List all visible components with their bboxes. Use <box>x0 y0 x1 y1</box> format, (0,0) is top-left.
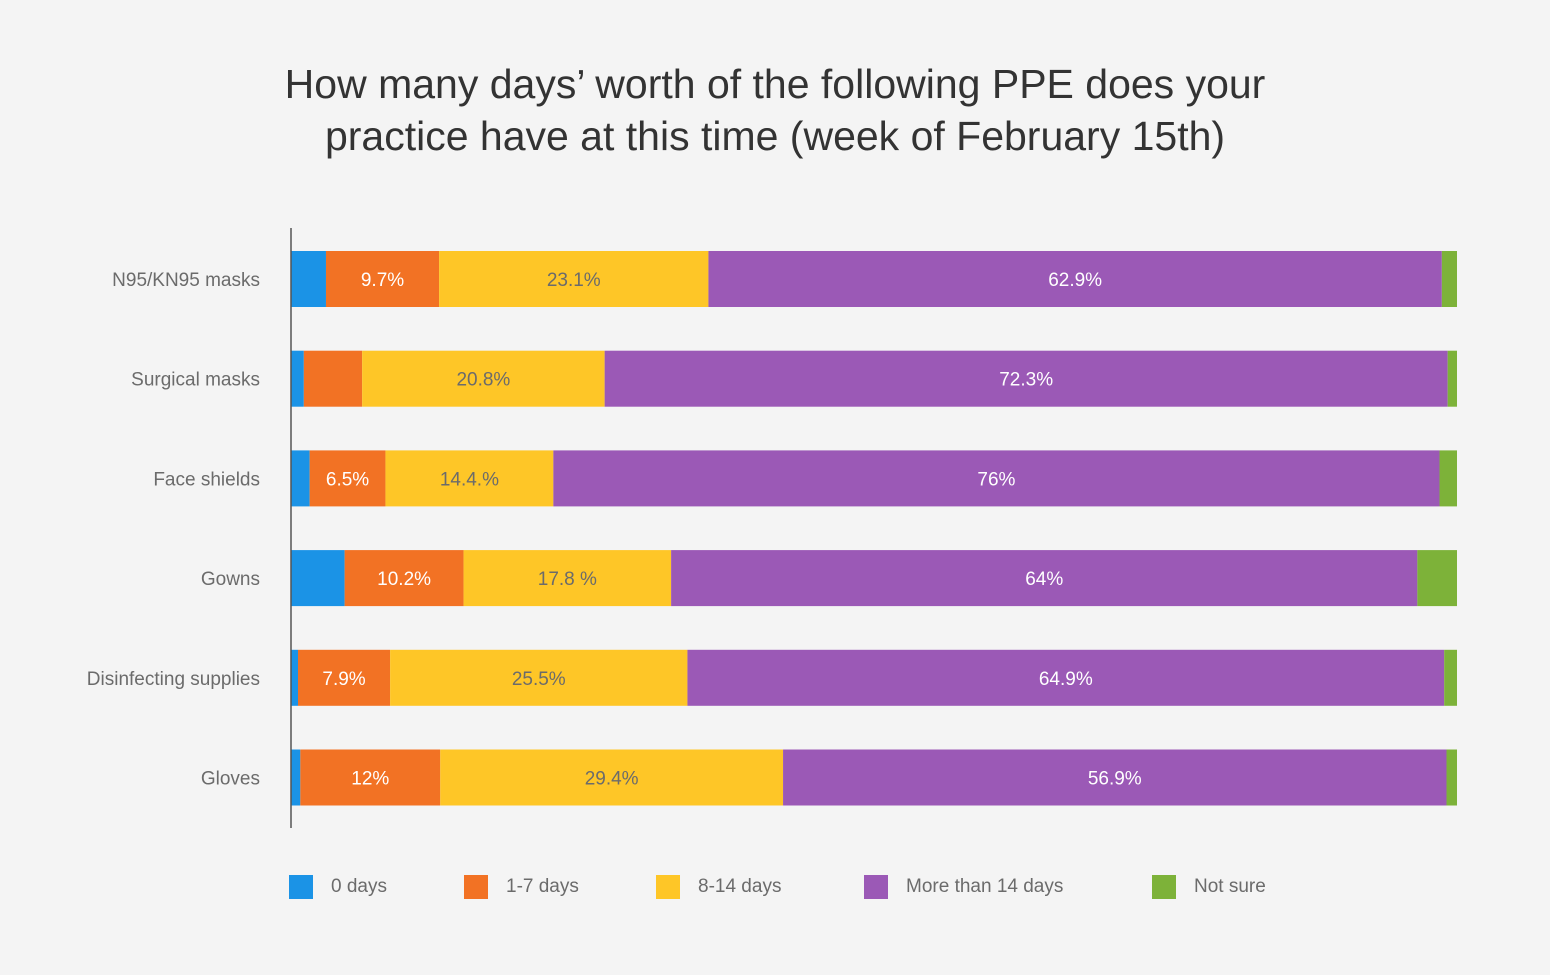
data-label: 25.5% <box>512 669 566 690</box>
bar-segment-1-7-days <box>325 251 440 307</box>
category-label: Face shields <box>153 469 260 490</box>
bar-segment-8-14-days <box>385 450 554 507</box>
bar-row: 20.8% 72.3% <box>291 350 1457 407</box>
data-label: 29.4% <box>585 769 639 790</box>
legend-label: 8-14 days <box>698 876 782 897</box>
data-label: 10.2% <box>377 569 431 590</box>
bar-segment-more-than-14-days <box>687 649 1445 706</box>
bars-group: 9.7% 23.1% 62.9% 20.8% 72.3% 6.5% 14.4.% 76% 10.… <box>291 251 1457 806</box>
bar-row: 6.5% 14.4.% 76% <box>291 450 1457 507</box>
bar-row: 10.2% 17.8 % 64% <box>291 550 1457 607</box>
data-label: 17.8 % <box>538 569 597 590</box>
bar-segment-0-days <box>291 550 345 607</box>
data-label: 64% <box>1025 569 1063 590</box>
legend-item: Not sure <box>1152 875 1266 899</box>
bar-segment-0-days <box>291 749 301 806</box>
bar-segment-more-than-14-days <box>671 550 1418 607</box>
bar-segment-1-7-days <box>309 450 386 507</box>
bar-segment-8-14-days <box>463 550 672 607</box>
legend-swatch <box>1152 875 1176 899</box>
legend-item: 8-14 days <box>656 875 781 899</box>
category-label: Disinfecting supplies <box>87 669 260 690</box>
bar-segment-not-sure <box>1439 450 1457 507</box>
data-label: 76% <box>977 469 1015 490</box>
bar-segment-not-sure <box>1444 649 1457 706</box>
data-label: 20.8% <box>456 370 510 391</box>
legend-label: Not sure <box>1194 876 1266 897</box>
legend-label: 1-7 days <box>506 876 579 897</box>
data-label: 23.1% <box>547 270 601 291</box>
category-label: Gloves <box>201 769 260 790</box>
data-label: 72.3% <box>999 370 1053 391</box>
category-label: N95/KN95 masks <box>112 270 260 291</box>
bar-segment-0-days <box>291 649 298 706</box>
bar-segment-1-7-days <box>303 350 363 407</box>
data-label: 64.9% <box>1039 669 1093 690</box>
chart-title-line-2: practice have at this time (week of Febr… <box>324 113 1226 159</box>
bar-segment-not-sure <box>1417 550 1457 607</box>
chart-title-line-1: How many days’ worth of the following PP… <box>284 61 1266 107</box>
chart-title: How many days’ worth of the following PP… <box>0 58 1550 162</box>
bar-segment-0-days <box>291 251 326 307</box>
bar-row: 7.9% 25.5% 64.9% <box>291 649 1457 706</box>
data-label: 6.5% <box>326 469 369 490</box>
data-label: 62.9% <box>1048 270 1102 291</box>
legend-label: More than 14 days <box>906 876 1064 897</box>
legend-swatch <box>656 875 680 899</box>
data-label: 56.9% <box>1088 769 1142 790</box>
bar-row: 12% 29.4% 56.9% <box>291 749 1457 806</box>
legend-swatch <box>864 875 888 899</box>
bar-segment-0-days <box>291 350 304 407</box>
data-label: 7.9% <box>322 669 365 690</box>
bar-segment-more-than-14-days <box>604 350 1448 407</box>
bar-segment-more-than-14-days <box>553 450 1440 507</box>
bar-segment-0-days <box>291 450 310 507</box>
bar-segment-1-7-days <box>344 550 464 607</box>
legend-swatch <box>464 875 488 899</box>
bar-segment-not-sure <box>1441 251 1457 307</box>
bar-segment-not-sure <box>1447 350 1457 407</box>
bar-segment-more-than-14-days <box>783 749 1447 806</box>
bar-segment-more-than-14-days <box>708 251 1442 307</box>
legend-swatch <box>289 875 313 899</box>
bar-segment-8-14-days <box>440 749 784 806</box>
category-labels-group: N95/KN95 masks Surgical masks Face shields… <box>87 270 260 790</box>
legend-item: More than 14 days <box>864 875 1063 899</box>
bar-segment-not-sure <box>1446 749 1457 806</box>
legend-item: 1-7 days <box>464 875 579 899</box>
bar-segment-1-7-days <box>300 749 441 806</box>
bar-segment-8-14-days <box>362 350 605 407</box>
bar-row: 9.7% 23.1% 62.9% <box>291 251 1457 307</box>
legend-item: 0 days <box>289 875 387 899</box>
data-label: 14.4.% <box>440 469 499 490</box>
data-label: 12% <box>351 769 389 790</box>
data-label: 9.7% <box>361 270 404 291</box>
bar-segment-8-14-days <box>390 649 688 706</box>
bar-segment-8-14-days <box>439 251 709 307</box>
category-label: Gowns <box>201 569 260 590</box>
legend-label: 0 days <box>331 876 387 897</box>
category-label: Surgical masks <box>131 370 260 391</box>
bar-segment-1-7-days <box>297 649 391 706</box>
